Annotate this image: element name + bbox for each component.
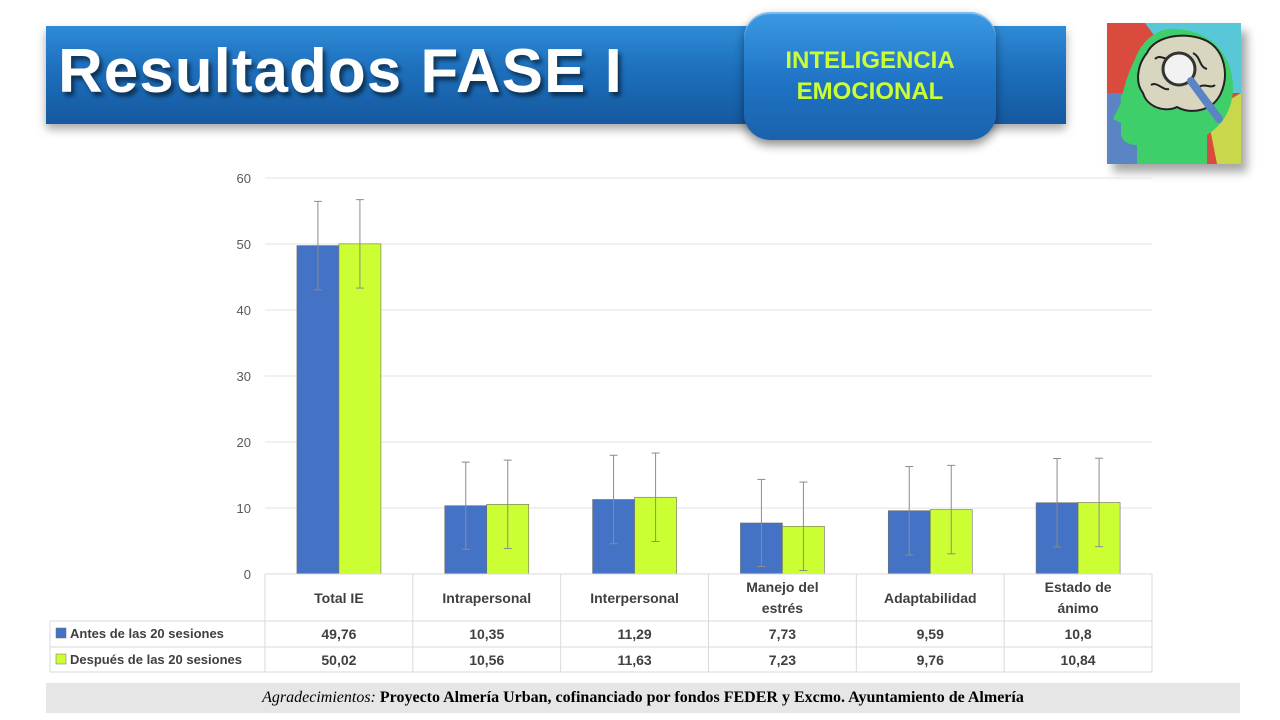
category-label: Adaptabilidad [884,590,977,606]
badge-line-1: INTELIGENCIA [785,47,955,74]
data-label: 7,23 [769,652,796,668]
bar [338,243,382,575]
category-label: Estado de [1045,579,1112,595]
brain-magnifier-icon [1107,23,1241,164]
y-tick-label: 50 [237,237,251,252]
legend-swatch [55,653,67,665]
page-title: Resultados FASE I [58,37,623,106]
legend-swatch [55,627,67,639]
data-label: 10,35 [469,626,504,642]
y-tick-label: 20 [237,435,251,450]
y-tick-label: 0 [244,567,251,582]
data-label: 49,76 [321,626,356,642]
legend-label: Después de las 20 sesiones [70,652,242,667]
data-label: 9,76 [917,652,944,668]
y-axis-ticks: 0 10 20 30 40 50 60 [237,171,251,582]
data-label: 11,63 [617,652,651,668]
category-label: Intrapersonal [442,590,531,606]
bars [296,243,1121,575]
category-label: estrés [762,600,803,616]
bar [296,245,340,575]
data-label: 50,02 [321,652,356,668]
acknowledgements-footer: Agradecimientos: Proyecto Almería Urban,… [46,683,1240,713]
data-label: 10,56 [469,652,504,668]
y-tick-label: 10 [237,501,251,516]
category-label: Total IE [314,590,364,606]
data-label: 9,59 [917,626,944,642]
data-table: Total IE Intrapersonal Interpersonal Manejo… [49,573,1153,673]
footer-text: Proyecto Almería Urban, cofinanciado por… [375,689,1024,706]
badge-line-2: EMOCIONAL [796,78,944,105]
data-label: 11,29 [617,626,651,642]
y-tick-label: 60 [237,171,251,186]
data-label: 7,73 [769,626,796,642]
category-label: ánimo [1057,600,1098,616]
y-tick-label: 40 [237,303,251,318]
data-label: 10,8 [1064,626,1091,642]
data-label: 10,84 [1061,652,1096,668]
error-bars [313,199,1104,572]
category-label: Manejo del [746,579,818,595]
legend-label: Antes de las 20 sesiones [70,626,224,641]
gridlines [265,177,1152,575]
footer-label: Agradecimientos: [262,689,376,706]
topic-badge: INTELIGENCIA EMOCIONAL [744,12,996,140]
y-tick-label: 30 [237,369,251,384]
category-label: Interpersonal [590,590,679,606]
